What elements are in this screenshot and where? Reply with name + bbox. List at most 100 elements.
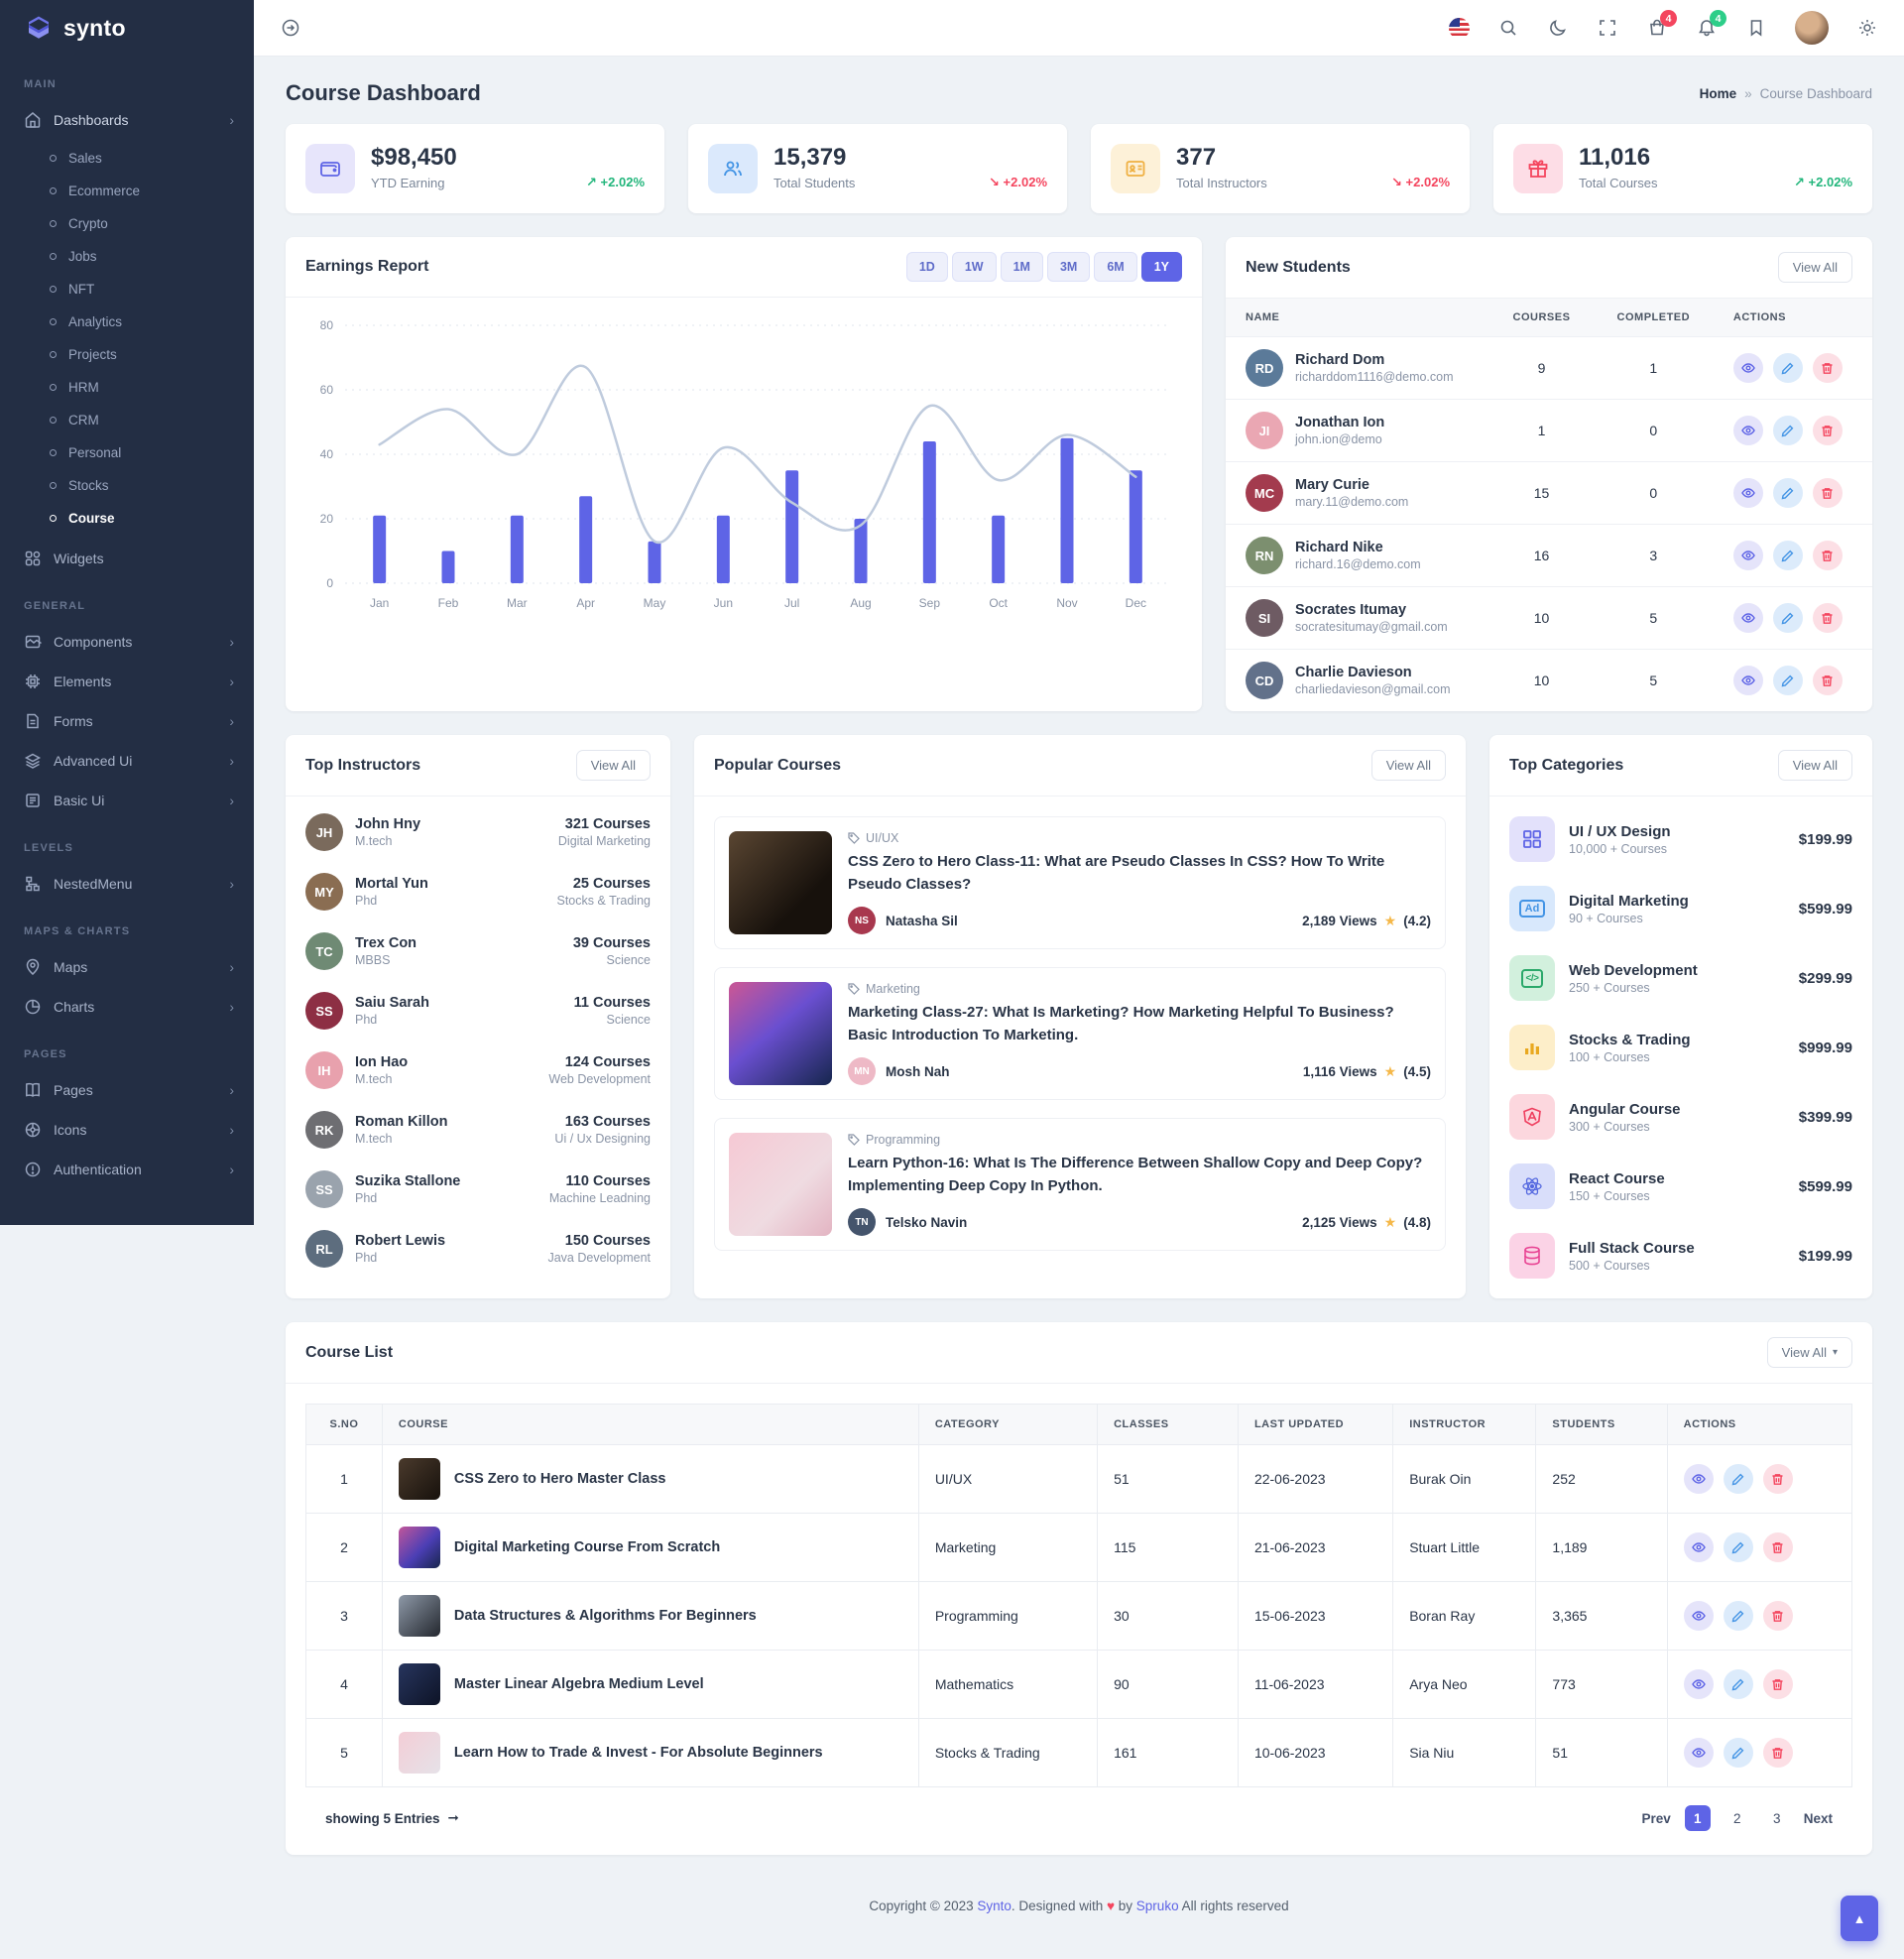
view-all-button[interactable]: View All [1777, 252, 1852, 283]
search-icon[interactable] [1497, 17, 1519, 39]
spruko-link[interactable]: Spruko [1135, 1898, 1179, 1913]
pagination-page-2[interactable]: 2 [1732, 1810, 1741, 1826]
synto-link[interactable]: Synto [977, 1898, 1012, 1913]
delete-button[interactable] [1812, 666, 1843, 695]
edit-button[interactable] [1723, 1738, 1753, 1768]
view-button[interactable] [1683, 1601, 1714, 1631]
sidebar-subitem-hrm[interactable]: HRM [0, 371, 254, 404]
range-1y-button[interactable]: 1Y [1140, 252, 1182, 282]
pagination-next[interactable]: Next [1803, 1810, 1833, 1826]
sidebar-item-widgets[interactable]: Widgets [0, 539, 254, 578]
edit-button[interactable] [1772, 353, 1803, 383]
course-title[interactable]: CSS Zero to Hero Master Class [453, 1471, 666, 1487]
language-flag-icon[interactable] [1448, 17, 1470, 39]
sidebar-item-advanced-ui[interactable]: Advanced Ui › [0, 741, 254, 781]
brand-name: synto [63, 15, 126, 41]
edit-button[interactable] [1772, 416, 1803, 445]
sidebar-subitem-analytics[interactable]: Analytics [0, 306, 254, 338]
sidebar-item-pages[interactable]: Pages › [0, 1070, 254, 1110]
range-3m-button[interactable]: 3M [1046, 252, 1091, 282]
edit-button[interactable] [1772, 666, 1803, 695]
breadcrumb-home-link[interactable]: Home [1699, 85, 1737, 101]
course-title[interactable]: Master Linear Algebra Medium Level [453, 1676, 704, 1692]
range-6m-button[interactable]: 6M [1094, 252, 1137, 282]
sidebar-item-forms[interactable]: Forms › [0, 701, 254, 741]
sidebar-subitem-jobs[interactable]: Jobs [0, 240, 254, 273]
course-title[interactable]: Marketing Class-27: What Is Marketing? H… [848, 1004, 1394, 1043]
delete-button[interactable] [1762, 1601, 1793, 1631]
sidebar-item-charts[interactable]: Charts › [0, 987, 254, 1027]
delete-button[interactable] [1762, 1738, 1793, 1768]
view-button[interactable] [1683, 1669, 1714, 1699]
delete-button[interactable] [1762, 1532, 1793, 1562]
view-button[interactable] [1732, 353, 1763, 383]
sidebar-subitem-course[interactable]: Course [0, 502, 254, 535]
course-title[interactable]: Learn Python-16: What Is The Difference … [848, 1155, 1423, 1194]
view-button[interactable] [1732, 541, 1763, 570]
pagination-prev[interactable]: Prev [1641, 1810, 1671, 1826]
course-title[interactable]: Digital Marketing Course From Scratch [453, 1539, 721, 1555]
range-1w-button[interactable]: 1W [951, 252, 997, 282]
delete-button[interactable] [1762, 1464, 1793, 1494]
view-all-button[interactable]: View All [1370, 750, 1446, 781]
sidebar-subitem-crypto[interactable]: Crypto [0, 207, 254, 240]
sidebar-item-nestedmenu[interactable]: NestedMenu › [0, 864, 254, 904]
sidebar-item-basic-ui[interactable]: Basic Ui › [0, 781, 254, 820]
sidebar-item-dashboards[interactable]: Dashboards › [0, 100, 254, 140]
sidebar-subitem-projects[interactable]: Projects [0, 338, 254, 371]
view-button[interactable] [1732, 478, 1763, 508]
delete-button[interactable] [1812, 478, 1843, 508]
settings-gear-icon[interactable] [1856, 17, 1878, 39]
course-title[interactable]: CSS Zero to Hero Class-11: What are Pseu… [848, 853, 1385, 893]
view-button[interactable] [1683, 1532, 1714, 1562]
delete-button[interactable] [1812, 541, 1843, 570]
notifications-bell-icon[interactable]: 4 [1696, 10, 1726, 39]
view-button[interactable] [1683, 1738, 1714, 1768]
sidebar-toggle-icon[interactable] [280, 17, 301, 39]
sidebar-subitem-sales[interactable]: Sales [0, 142, 254, 175]
sidebar-subitem-nft[interactable]: NFT [0, 273, 254, 306]
sidebar-subitem-stocks[interactable]: Stocks [0, 469, 254, 502]
view-button[interactable] [1732, 666, 1763, 695]
cart-icon[interactable]: 4 [1646, 10, 1677, 39]
range-1d-button[interactable]: 1D [905, 252, 948, 282]
edit-button[interactable] [1772, 478, 1803, 508]
delete-button[interactable] [1812, 603, 1843, 633]
fullscreen-icon[interactable] [1597, 17, 1618, 39]
view-all-dropdown-button[interactable]: View All ▾ [1766, 1337, 1852, 1368]
sidebar-item-maps[interactable]: Maps › [0, 947, 254, 987]
sidebar-item-components[interactable]: Components › [0, 622, 254, 662]
view-button[interactable] [1732, 603, 1763, 633]
sidebar-subitem-personal[interactable]: Personal [0, 436, 254, 469]
sidebar-subitem-ecommerce[interactable]: Ecommerce [0, 175, 254, 207]
edit-button[interactable] [1723, 1532, 1753, 1562]
edit-button[interactable] [1772, 541, 1803, 570]
categories-list: UI / UX Design 10,000 + Courses $199.99 A… [1489, 796, 1872, 1298]
course-title[interactable]: Data Structures & Algorithms For Beginne… [453, 1608, 757, 1624]
sidebar-subitem-crm[interactable]: CRM [0, 404, 254, 436]
scroll-to-top-button[interactable]: ▲ [1841, 1896, 1878, 1941]
edit-button[interactable] [1772, 603, 1803, 633]
delete-button[interactable] [1812, 416, 1843, 445]
sidebar-item-icons[interactable]: Icons › [0, 1110, 254, 1150]
instructor-courses: 150 Courses [564, 1233, 651, 1249]
sidebar-item-elements[interactable]: Elements › [0, 662, 254, 701]
pagination-page-3[interactable]: 3 [1772, 1810, 1781, 1826]
edit-button[interactable] [1723, 1601, 1753, 1631]
user-avatar[interactable] [1795, 11, 1829, 45]
sidebar-item-authentication[interactable]: Authentication › [0, 1150, 254, 1189]
view-button[interactable] [1732, 416, 1763, 445]
course-title[interactable]: Learn How to Trade & Invest - For Absolu… [453, 1745, 823, 1761]
brand-logo[interactable]: synto [0, 0, 254, 57]
pagination-page-1[interactable]: 1 [1684, 1805, 1711, 1831]
edit-button[interactable] [1723, 1669, 1753, 1699]
bookmark-icon[interactable] [1745, 17, 1767, 39]
range-1m-button[interactable]: 1M [1000, 252, 1043, 282]
edit-button[interactable] [1723, 1464, 1753, 1494]
view-button[interactable] [1683, 1464, 1714, 1494]
dark-mode-moon-icon[interactable] [1547, 17, 1569, 39]
view-all-button[interactable]: View All [575, 750, 651, 781]
delete-button[interactable] [1762, 1669, 1793, 1699]
view-all-button[interactable]: View All [1777, 750, 1852, 781]
delete-button[interactable] [1812, 353, 1843, 383]
